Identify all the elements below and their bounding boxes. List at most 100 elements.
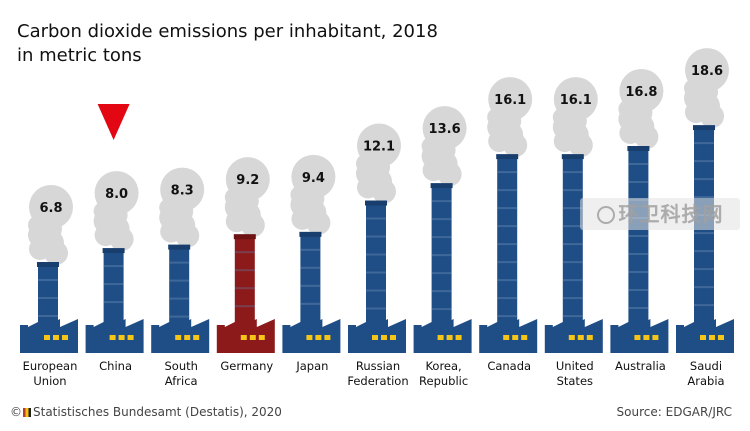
chimney-cap-8	[561, 154, 584, 160]
factory-2	[151, 167, 210, 353]
footer-credit-text: Statistisches Bundesamt (Destatis), 2020	[33, 405, 282, 419]
chimney-stripe-9	[628, 235, 649, 237]
smoke-ball-2	[160, 167, 205, 212]
chimney-stripe-7	[497, 315, 518, 318]
chimney-stripe-6	[431, 254, 452, 257]
category-label-4: Japan	[295, 359, 328, 373]
smoke-cloud-0	[28, 185, 73, 265]
data-label-5: 12.1	[363, 140, 395, 155]
chimney-stripe-5	[366, 253, 386, 256]
data-label-9: 16.8	[625, 85, 657, 100]
chimney-stripe-7	[497, 243, 518, 246]
factory-window-9-0	[634, 335, 641, 340]
factory-window-1-0	[109, 335, 116, 340]
factory-window-0-2	[62, 335, 68, 340]
factory-window-7-2	[521, 335, 528, 340]
smoke-cloud-7	[487, 77, 533, 158]
category-label-5: Federation	[347, 374, 408, 388]
chimney-stripe-7	[497, 225, 518, 228]
smoke-cloud-3	[224, 157, 270, 238]
smoke-ball-1	[94, 171, 139, 216]
factory-window-5-2	[390, 335, 396, 340]
chimney-stripe-10	[694, 232, 714, 235]
factory-window-6-1	[446, 335, 453, 340]
chimney-stripe-3	[234, 269, 255, 272]
chimney-stripe-0	[38, 279, 58, 281]
smoke-cloud-10	[684, 48, 729, 129]
factory-10	[676, 48, 734, 353]
chimney-cap-1	[102, 248, 125, 254]
chimney-stripe-10	[694, 196, 714, 199]
factory-7	[479, 77, 538, 353]
factory-window-6-2	[455, 335, 462, 340]
smoke-ball-7	[488, 77, 533, 122]
chimney-stripe-5	[366, 217, 386, 220]
factory-window-8-1	[577, 335, 584, 340]
copyright-icon: ©	[10, 405, 22, 419]
footer-credit: © Statistisches Bundesamt (Destatis), 202…	[10, 405, 282, 419]
factory-window-2-0	[175, 335, 182, 340]
data-label-0: 6.8	[39, 201, 62, 216]
watermark-logo-icon	[596, 206, 615, 224]
factory-8	[544, 77, 603, 353]
chimney-stripe-8	[562, 171, 583, 174]
chimney-stripe-5	[366, 307, 386, 310]
chimney-stripe-7	[497, 171, 518, 174]
factory-window-5-1	[381, 335, 387, 340]
category-label-1: China	[99, 359, 132, 373]
chimney-stripe-9	[628, 163, 649, 165]
chimney-stripe-9	[628, 271, 649, 273]
factory-window-2-2	[193, 335, 200, 340]
category-label-8: United	[556, 359, 594, 373]
chimney-stripe-8	[562, 189, 583, 192]
chimney-stripe-8	[562, 207, 583, 210]
data-label-10: 18.6	[691, 64, 723, 79]
smoke-puff-5-6	[372, 179, 396, 204]
chimney-stripe-7	[497, 297, 518, 300]
factory-6	[413, 106, 472, 353]
smoke-cloud-9	[618, 69, 664, 149]
chimney-stripe-1	[103, 301, 124, 304]
smoke-puff-3-6	[240, 213, 265, 238]
category-label-8: States	[557, 374, 593, 388]
factory-window-3-2	[258, 335, 265, 340]
chimney-9	[628, 149, 649, 327]
chimney-stripe-6	[431, 290, 452, 293]
chimney-stripe-10	[694, 142, 714, 145]
chimney-stripe-2	[169, 315, 190, 318]
category-label-0: European	[23, 359, 78, 373]
smoke-cloud-4	[290, 154, 336, 235]
chimney-5	[366, 203, 386, 327]
category-label-2: South	[164, 359, 197, 373]
chimney-stripe-10	[694, 304, 714, 307]
chimney-stripe-6	[431, 200, 452, 203]
factory-5	[348, 123, 406, 353]
data-label-4: 9.4	[302, 171, 325, 186]
chimney-stripe-9	[628, 181, 649, 183]
factory-window-0-1	[53, 335, 59, 340]
chimney-3	[234, 237, 255, 327]
watermark: 环卫科技网	[580, 198, 740, 230]
data-label-8: 16.1	[560, 93, 592, 108]
chimney-stripe-2	[169, 279, 190, 282]
factory-window-10-2	[718, 335, 724, 340]
chimney-cap-0	[37, 262, 59, 267]
chimney-stripe-4	[300, 302, 321, 305]
chimney-stripe-10	[694, 160, 714, 163]
factory-1	[85, 171, 144, 353]
destatis-logo-icon	[23, 408, 31, 417]
chimney-stripe-0	[38, 297, 58, 299]
category-label-5: Russian	[356, 359, 400, 373]
factory-window-5-0	[372, 335, 378, 340]
watermark-text: 环卫科技网	[618, 202, 724, 226]
smoke-puff-9-6	[634, 125, 659, 149]
factory-0	[20, 185, 78, 353]
chimney-cap-7	[496, 154, 519, 160]
factory-window-4-0	[306, 335, 313, 340]
factory-window-4-1	[315, 335, 322, 340]
smoke-ball-4	[291, 154, 336, 199]
smoke-puff-6-6	[437, 162, 462, 187]
factory-window-9-1	[643, 335, 650, 340]
chimney-cap-10	[693, 125, 715, 131]
